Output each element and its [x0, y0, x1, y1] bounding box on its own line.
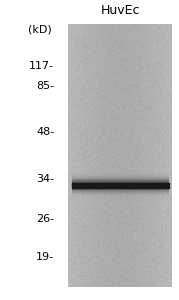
Text: 26-: 26- — [36, 214, 54, 224]
Text: 48-: 48- — [36, 127, 54, 137]
Text: 117-: 117- — [29, 61, 54, 71]
Text: (kD): (kD) — [28, 24, 52, 34]
Text: 85-: 85- — [36, 82, 54, 92]
Text: 19-: 19- — [36, 252, 54, 262]
Text: HuvEc: HuvEc — [101, 4, 140, 17]
Text: 34-: 34- — [36, 174, 54, 184]
Bar — [72, 182, 169, 188]
